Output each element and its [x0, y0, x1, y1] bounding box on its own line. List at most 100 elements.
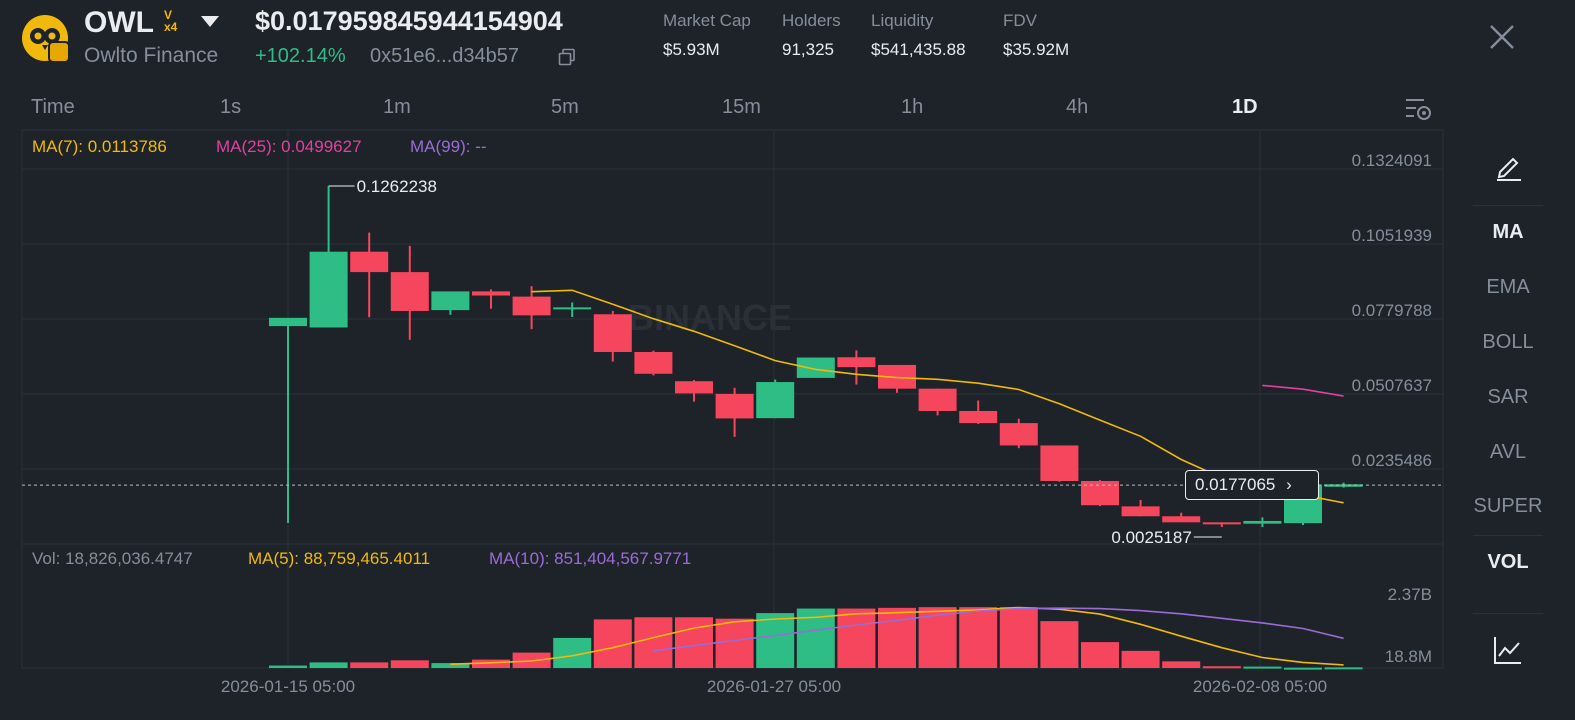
- indicator-ema[interactable]: EMA: [1486, 276, 1530, 298]
- market-cap-value: $5.93M: [663, 40, 720, 59]
- multiplier-badge: V x4: [164, 9, 177, 33]
- candle-up: [756, 382, 795, 419]
- volume-bar: [1284, 667, 1322, 670]
- ma7-legend: MA(7): 0.0113786: [32, 137, 167, 156]
- volume-bar: [1121, 650, 1160, 668]
- candle-down: [1040, 445, 1079, 481]
- holders-label: Holders: [782, 11, 841, 30]
- vol-ma10-line: [653, 607, 1344, 652]
- tab-1h[interactable]: 1h: [901, 96, 924, 118]
- volume-bar: [593, 619, 632, 668]
- candle-down: [634, 352, 673, 374]
- volume-bar: [1324, 667, 1363, 670]
- watermark: BINANCE: [628, 297, 792, 338]
- volume-tick-label: 18.8M: [1385, 647, 1432, 666]
- price-tick-label: 0.1051939: [1352, 226, 1432, 245]
- fdv-label: FDV: [1003, 11, 1037, 30]
- close-icon[interactable]: [1487, 22, 1517, 52]
- candle-up: [1243, 520, 1282, 524]
- volume-bar: [878, 607, 916, 668]
- badge-top: V: [164, 8, 173, 22]
- divider: [1473, 613, 1543, 614]
- liquidity-value: $541,435.88: [871, 40, 966, 59]
- tab-1s[interactable]: 1s: [220, 96, 242, 118]
- chevron-down-icon[interactable]: [201, 16, 219, 27]
- volume-bar: [675, 617, 713, 668]
- owl-icon: [30, 28, 60, 50]
- market-cap-label: Market Cap: [663, 11, 751, 30]
- tab-15m[interactable]: 15m: [722, 96, 761, 118]
- copy-icon[interactable]: [558, 48, 576, 66]
- candle-up: [553, 307, 592, 310]
- volume-bar: [1243, 666, 1282, 669]
- candle-up: [431, 291, 470, 311]
- current-price: $0.017959845944154904: [255, 6, 563, 36]
- indicator-vol[interactable]: VOL: [1487, 551, 1529, 573]
- candle-down: [1162, 516, 1201, 523]
- time-axis-label: 2026-01-27 05:00: [707, 677, 841, 696]
- volume-bar: [715, 618, 754, 668]
- volume-bar: [350, 662, 389, 668]
- candle-down: [390, 272, 429, 311]
- price-change: +102.14%: [255, 45, 346, 67]
- contract-address: 0x51e6...d34b57: [370, 45, 520, 67]
- token-symbol[interactable]: OWL: [84, 6, 154, 39]
- tab-1d[interactable]: 1D: [1232, 96, 1258, 118]
- candle-down: [999, 423, 1038, 446]
- pencil-icon[interactable]: [1493, 150, 1525, 182]
- tab-5m[interactable]: 5m: [551, 96, 579, 118]
- volume-tick-label: 2.37B: [1388, 585, 1432, 604]
- time-axis-label: 2026-02-08 05:00: [1193, 677, 1327, 696]
- ma25-line: [1262, 384, 1344, 397]
- indicator-sar[interactable]: SAR: [1487, 386, 1529, 408]
- candle-up: [309, 251, 348, 328]
- chart-settings-icon[interactable]: [1404, 96, 1432, 122]
- volume-bar: [999, 607, 1038, 668]
- candle-down: [350, 251, 389, 273]
- holders-value: 91,325: [782, 40, 834, 59]
- volume-bar: [390, 660, 429, 668]
- line-chart-icon[interactable]: [1492, 634, 1524, 666]
- candle-down: [918, 388, 957, 411]
- volume-bar: [1162, 661, 1201, 668]
- volume-bar: [634, 617, 673, 668]
- candle-down: [715, 393, 754, 419]
- volume-bar: [431, 663, 470, 668]
- token-logo: [22, 15, 70, 63]
- volume-bar: [837, 608, 876, 668]
- high-price-label: 0.1262238: [357, 177, 437, 196]
- price-tick-label: 0.0507637: [1352, 376, 1432, 395]
- indicator-boll[interactable]: BOLL: [1482, 331, 1534, 353]
- candle-down: [1202, 522, 1241, 525]
- vol-ma5-line: [450, 606, 1344, 666]
- tab-1m[interactable]: 1m: [383, 96, 411, 118]
- volume-bar: [1040, 621, 1079, 668]
- current-price-tag-value: 0.0177065: [1195, 475, 1276, 494]
- price-tick-label: 0.1324091: [1352, 151, 1432, 170]
- vol-ma5-legend: MA(5): 88,759,465.4011: [248, 549, 431, 568]
- volume-bar: [756, 613, 795, 668]
- indicator-avl[interactable]: AVL: [1489, 441, 1527, 463]
- token-name: Owlto Finance: [84, 44, 219, 67]
- volume-bar: [269, 665, 307, 668]
- current-price-tag[interactable]: 0.0177065 ›: [1185, 470, 1319, 500]
- volume-bar: [472, 659, 510, 668]
- tab-4h[interactable]: 4h: [1066, 96, 1089, 118]
- candle-down: [512, 296, 551, 316]
- indicator-super[interactable]: SUPER: [1473, 495, 1543, 517]
- candle-down: [472, 291, 510, 296]
- divider: [1473, 205, 1543, 206]
- vol-ma10-legend: MA(10): 851,404,567.9771: [489, 549, 692, 568]
- indicator-ma[interactable]: MA: [1492, 221, 1524, 243]
- price-tick-label: 0.0235486: [1352, 451, 1432, 470]
- volume-bar: [1202, 666, 1241, 669]
- fdv-value: $35.92M: [1003, 40, 1070, 59]
- candle-down: [1121, 506, 1160, 517]
- candle-down: [593, 314, 632, 353]
- volume-bar: [959, 607, 998, 668]
- time-axis-label: 2026-01-15 05:00: [221, 677, 355, 696]
- candle-down: [1081, 480, 1119, 506]
- tab-time[interactable]: Time: [31, 96, 75, 118]
- ma25-legend: MA(25): 0.0499627: [216, 137, 362, 156]
